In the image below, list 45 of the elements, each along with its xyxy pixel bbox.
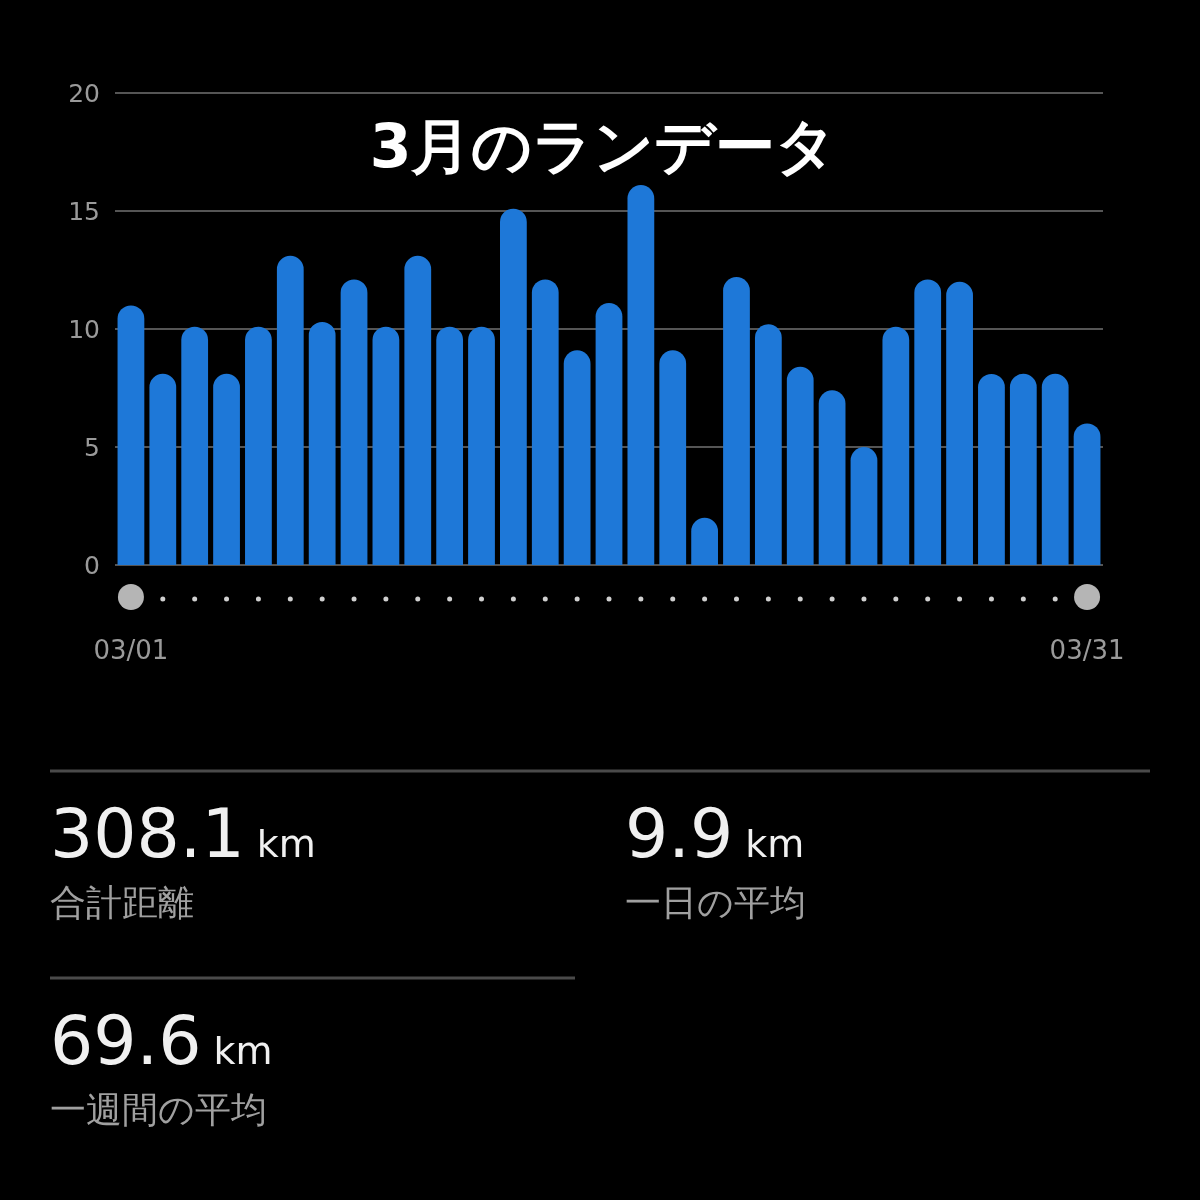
bar — [500, 208, 527, 565]
bar — [117, 305, 145, 565]
bar — [754, 324, 782, 565]
bar — [786, 366, 814, 565]
text: 69.6 km — [50, 1001, 273, 1080]
bar — [850, 447, 878, 565]
bar — [659, 350, 687, 565]
x-tick-label: 03/01 — [93, 635, 169, 665]
bar — [1009, 373, 1037, 565]
bar — [1041, 373, 1069, 565]
y-tick-label: 0 — [84, 551, 100, 580]
y-tick-label: 5 — [84, 433, 100, 462]
text: 9.9 km — [625, 794, 805, 873]
bar — [723, 277, 750, 565]
bar — [627, 185, 655, 565]
bar — [563, 350, 591, 565]
bar — [213, 373, 240, 565]
bar — [340, 279, 368, 565]
y-tick-label: 10 — [68, 315, 100, 344]
bar — [691, 517, 718, 565]
bar — [436, 326, 464, 565]
bar — [181, 326, 209, 565]
bar — [818, 390, 846, 565]
bar — [372, 326, 400, 565]
bar — [1073, 423, 1101, 565]
bar — [978, 373, 1005, 565]
bar — [245, 326, 272, 565]
y-tick-label: 15 — [68, 197, 100, 226]
bar — [149, 373, 177, 565]
bar — [914, 279, 942, 565]
bar — [946, 281, 973, 565]
bar — [404, 255, 432, 565]
text: 308.1 km — [50, 794, 316, 873]
bar — [595, 303, 623, 565]
chart-title: 3月のランデータ — [369, 111, 837, 181]
bar — [531, 279, 559, 565]
bar — [468, 326, 495, 565]
bar — [276, 255, 304, 565]
text: 合計距離 — [50, 882, 194, 923]
x-tick-label: 03/31 — [1049, 635, 1125, 665]
text: 一日の平均 — [625, 882, 806, 923]
text: 一週間の平均 — [50, 1089, 267, 1130]
bar — [882, 326, 910, 565]
bar — [308, 321, 336, 565]
y-tick-label: 20 — [68, 79, 100, 108]
